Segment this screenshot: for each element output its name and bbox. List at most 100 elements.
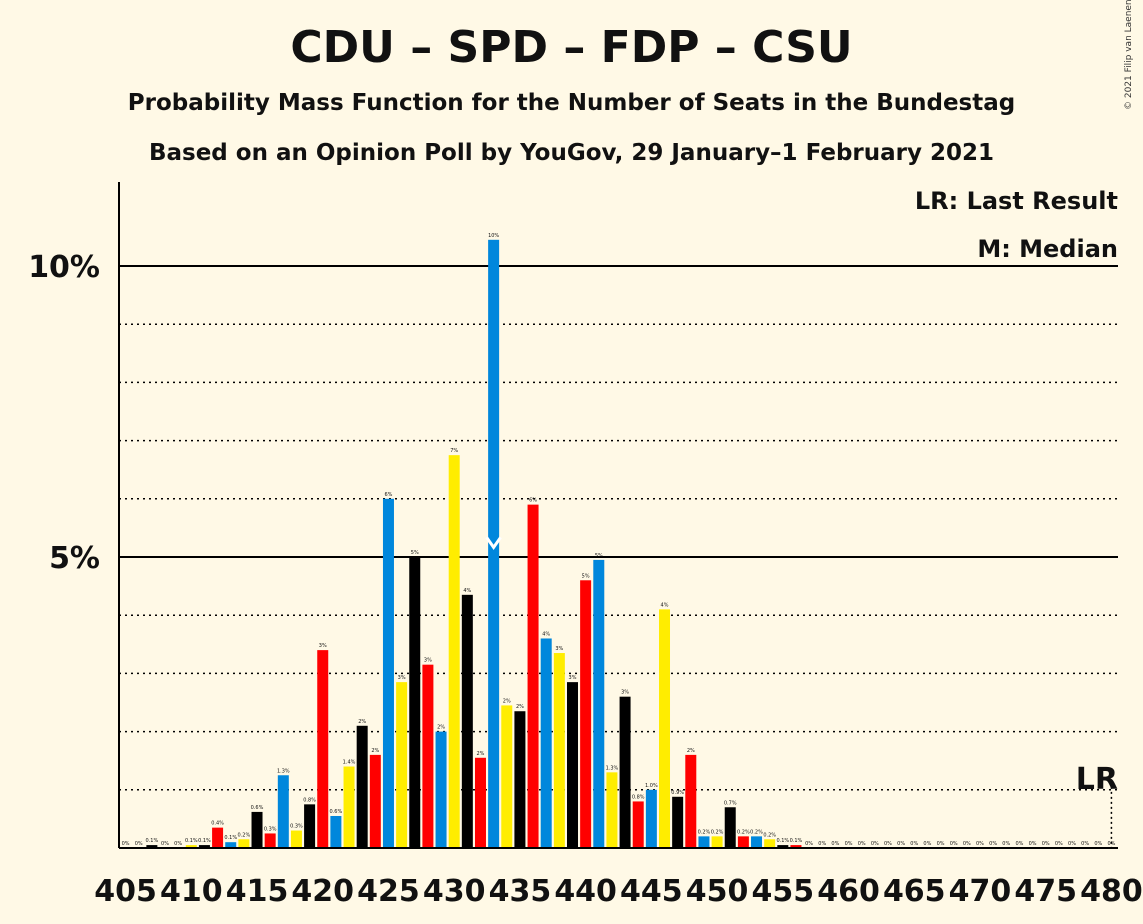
bar-label-455: 0.1% bbox=[776, 838, 789, 844]
bar-407 bbox=[146, 845, 158, 848]
bar-453 bbox=[751, 836, 763, 848]
x-tick-label-475: 475 bbox=[1014, 874, 1077, 909]
bar-label-442: 1.3% bbox=[606, 765, 619, 771]
bar-434 bbox=[501, 705, 513, 848]
bar-446 bbox=[659, 609, 671, 848]
bar-450 bbox=[711, 836, 723, 848]
bar-label-470: 0% bbox=[976, 841, 984, 847]
x-tick-label-420: 420 bbox=[291, 874, 354, 909]
x-axis: 405 410 415 420 425 430 435 440 445 450 455 460 465 4… bbox=[94, 874, 1142, 909]
median-marker bbox=[485, 536, 502, 550]
bar-419 bbox=[304, 804, 316, 848]
bar-label-449: 0.2% bbox=[698, 829, 711, 835]
legend-last-result: LR: Last Result bbox=[915, 187, 1118, 215]
bar-label-415: 0.6% bbox=[251, 805, 264, 811]
bar-label-452: 0.2% bbox=[737, 829, 750, 835]
bar-label-444: 0.8% bbox=[632, 794, 645, 800]
bar-label-458: 0% bbox=[818, 841, 826, 847]
bar-425 bbox=[382, 498, 394, 848]
bar-456 bbox=[790, 845, 802, 848]
bar-label-440: 5% bbox=[582, 573, 590, 579]
bar-label-473: 0% bbox=[1015, 841, 1023, 847]
bar-label-443: 3% bbox=[621, 690, 629, 696]
bar-label-446: 4% bbox=[661, 602, 669, 608]
markers: LR bbox=[485, 536, 1118, 848]
x-tick-label-455: 455 bbox=[751, 874, 814, 909]
bar-label-427: 5% bbox=[411, 550, 419, 556]
bar-417 bbox=[277, 775, 289, 848]
chart-subtitle-poll: Based on an Opinion Poll by YouGov, 29 J… bbox=[148, 140, 995, 166]
bar-412 bbox=[212, 827, 224, 848]
bar-label-432: 2% bbox=[477, 751, 485, 757]
bar-label-412: 0.4% bbox=[211, 821, 224, 827]
bar-label-456: 0.1% bbox=[790, 838, 803, 844]
bar-label-411: 0.1% bbox=[198, 838, 211, 844]
bar-label-435: 2% bbox=[516, 704, 524, 710]
last-result-marker-label: LR bbox=[1076, 762, 1118, 797]
bar-436 bbox=[527, 504, 539, 848]
x-tick-label-480: 480 bbox=[1080, 874, 1143, 909]
bar-421 bbox=[330, 815, 342, 848]
bar-labels: 0% 0% 0.1% 0% 0% 0.1% 0.1%0.4%0.1% 0.2%0.6%0.3%… bbox=[122, 233, 1116, 847]
bar-449 bbox=[698, 836, 710, 848]
x-tick-label-435: 435 bbox=[489, 874, 552, 909]
bar-428 bbox=[422, 664, 434, 848]
x-tick-label-450: 450 bbox=[686, 874, 749, 909]
bar-452 bbox=[737, 836, 749, 848]
bar-label-416: 0.3% bbox=[264, 826, 277, 832]
bar-424 bbox=[369, 754, 381, 848]
x-tick-label-465: 465 bbox=[883, 874, 946, 909]
bar-447 bbox=[672, 796, 684, 848]
x-tick-label-415: 415 bbox=[226, 874, 289, 909]
bar-435 bbox=[514, 711, 526, 848]
bar-430 bbox=[448, 455, 460, 848]
bar-label-413: 0.1% bbox=[224, 835, 237, 841]
bar-label-405: 0% bbox=[122, 841, 130, 847]
bar-427 bbox=[409, 557, 421, 848]
x-tick-label-410: 410 bbox=[160, 874, 223, 909]
bar-label-419: 0.8% bbox=[303, 797, 316, 803]
bar-label-472: 0% bbox=[1002, 841, 1010, 847]
bar-label-480: 0% bbox=[1107, 841, 1115, 847]
y-tick-label-10: 10% bbox=[28, 250, 100, 285]
bar-414 bbox=[238, 839, 250, 848]
bar-410 bbox=[185, 845, 197, 848]
bar-420 bbox=[317, 650, 329, 848]
bar-label-407: 0.1% bbox=[146, 838, 159, 844]
bar-444 bbox=[632, 801, 644, 848]
bar-label-447: 0.9% bbox=[671, 790, 684, 796]
bar-label-437: 4% bbox=[542, 631, 550, 637]
bar-label-418: 0.3% bbox=[290, 824, 303, 830]
bar-433 bbox=[488, 239, 500, 848]
bar-label-463: 0% bbox=[884, 841, 892, 847]
bar-438 bbox=[553, 653, 565, 848]
bar-label-439: 3% bbox=[569, 675, 577, 681]
bar-411 bbox=[198, 845, 210, 848]
bars bbox=[146, 239, 802, 848]
bar-label-459: 0% bbox=[831, 841, 839, 847]
bar-451 bbox=[724, 807, 736, 848]
grid-lines bbox=[119, 265, 1118, 791]
chart-title: CDU – SPD – FDP – CSU bbox=[290, 22, 853, 73]
bar-label-406: 0% bbox=[135, 841, 143, 847]
bar-432 bbox=[474, 757, 486, 848]
bar-431 bbox=[461, 594, 473, 848]
bar-label-422: 1.4% bbox=[343, 760, 356, 766]
x-tick-label-460: 460 bbox=[817, 874, 880, 909]
bar-label-475: 0% bbox=[1042, 841, 1050, 847]
y-axis: 5% 10% bbox=[28, 182, 1118, 849]
bar-label-421: 0.6% bbox=[330, 809, 343, 815]
bar-label-408: 0% bbox=[161, 841, 169, 847]
bar-416 bbox=[264, 833, 276, 848]
bar-label-417: 1.3% bbox=[277, 768, 290, 774]
bar-415 bbox=[251, 811, 263, 848]
bar-label-477: 0% bbox=[1068, 841, 1076, 847]
bar-label-457: 0% bbox=[805, 841, 813, 847]
bar-label-438: 3% bbox=[555, 646, 563, 652]
bar-label-431: 4% bbox=[463, 588, 471, 594]
bar-437 bbox=[540, 638, 552, 848]
x-tick-label-440: 440 bbox=[554, 874, 617, 909]
bar-label-465: 0% bbox=[910, 841, 918, 847]
bar-label-466: 0% bbox=[923, 841, 931, 847]
